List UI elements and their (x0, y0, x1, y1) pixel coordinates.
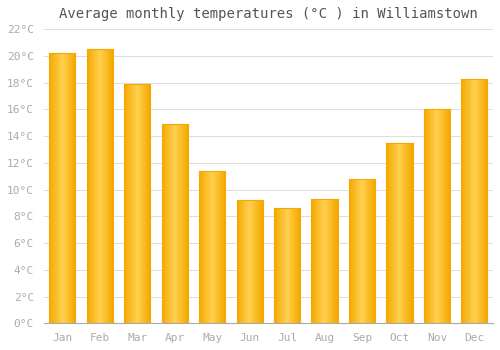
Title: Average monthly temperatures (°C ) in Williamstown: Average monthly temperatures (°C ) in Wi… (59, 7, 478, 21)
